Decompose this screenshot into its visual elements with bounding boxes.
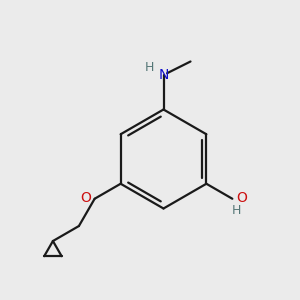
Text: O: O bbox=[80, 191, 91, 205]
Text: H: H bbox=[144, 61, 154, 74]
Text: H: H bbox=[232, 204, 241, 217]
Text: O: O bbox=[236, 191, 247, 205]
Text: N: N bbox=[158, 68, 169, 82]
